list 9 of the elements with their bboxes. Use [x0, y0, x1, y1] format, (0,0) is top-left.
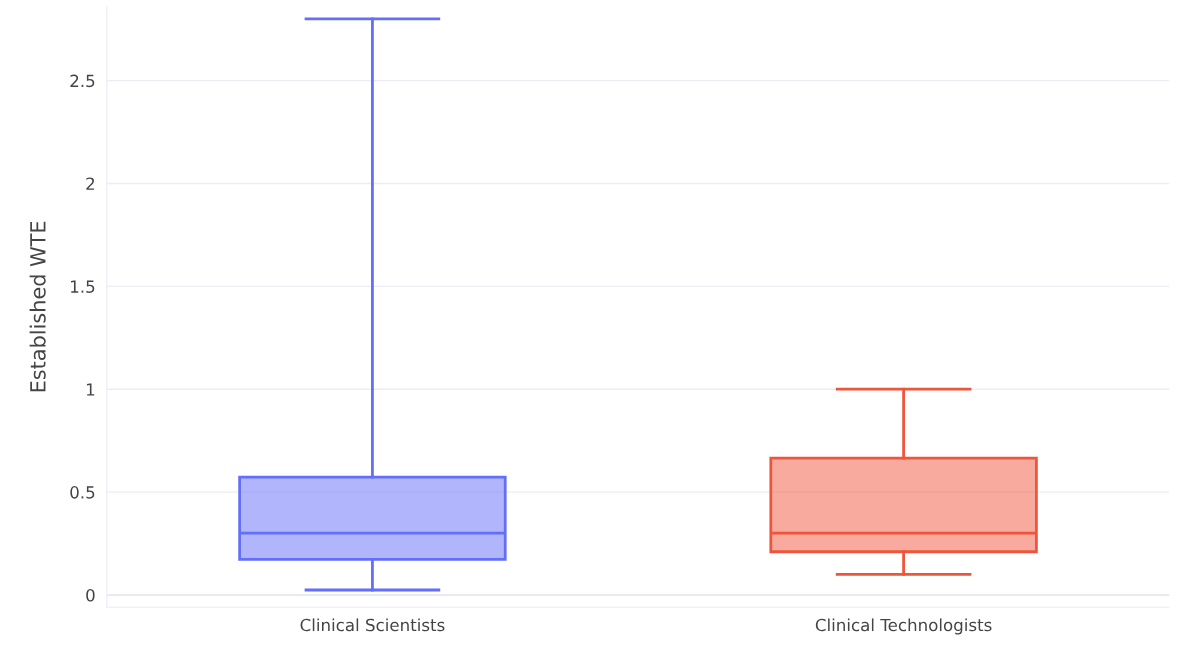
y-axis-title: Established WTE: [29, 221, 46, 392]
y-tick-label: 1: [86, 383, 95, 396]
y-tick-label: 0: [86, 588, 95, 602]
y-tick-label: 0.5: [70, 486, 95, 499]
x-tick-label: Clinical Technologists: [815, 618, 992, 635]
y-tick-label: 1.5: [71, 280, 95, 293]
x-tick-label: Clinical Scientists: [300, 618, 445, 632]
y-tick-label: 2: [86, 177, 95, 190]
y-tick-label: 2.5: [70, 74, 95, 88]
